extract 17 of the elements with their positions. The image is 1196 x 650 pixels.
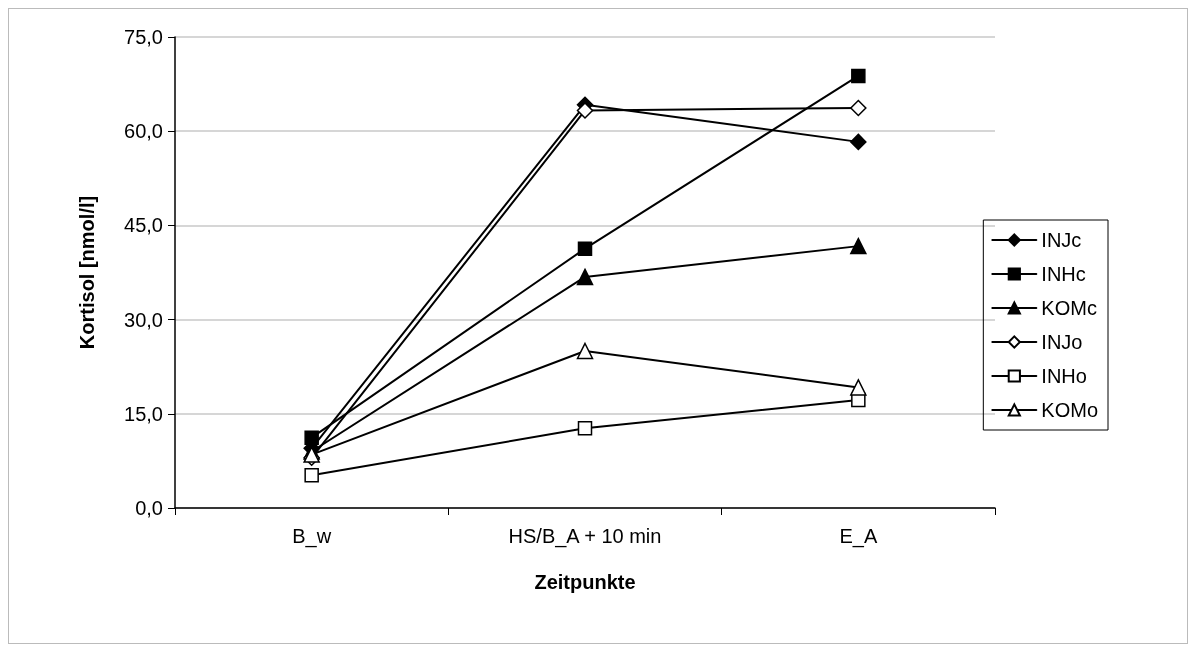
y-tick-label: 0,0 <box>135 497 163 519</box>
legend-label: KOMo <box>1041 399 1099 421</box>
legend-label: INHo <box>1041 365 1087 387</box>
y-tick-label: 30,0 <box>124 308 163 331</box>
y-tick-label: 60,0 <box>124 120 163 143</box>
x-tick-label: HS/B_A + 10 min <box>508 525 662 548</box>
y-axis-title: Kortisol [nmol/l] <box>76 195 98 350</box>
y-tick-label: 75,0 <box>124 26 163 48</box>
y-tick-label: 45,0 <box>124 214 163 237</box>
legend-label: INJc <box>1041 229 1082 251</box>
legend-label: INHc <box>1041 263 1086 285</box>
x-tick-label: B_w <box>292 525 332 548</box>
y-tick-label: 15,0 <box>124 402 163 425</box>
legend-label: INJo <box>1041 331 1083 353</box>
legend-label: KOMc <box>1041 297 1097 319</box>
x-axis-title: Zeitpunkte <box>534 571 636 593</box>
x-tick-label: E_A <box>839 525 878 548</box>
